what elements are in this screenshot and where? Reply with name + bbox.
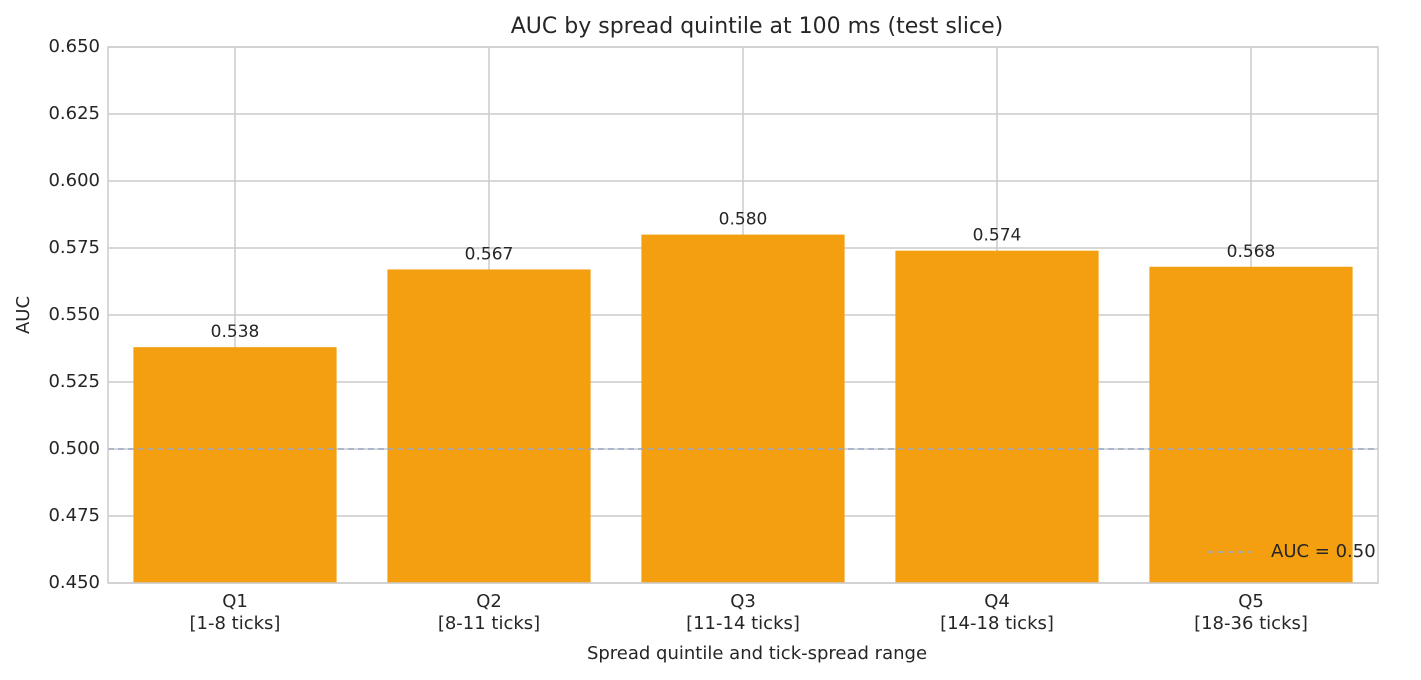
x-tick-label: Q1: [222, 591, 248, 612]
bar: [387, 269, 591, 583]
x-axis-label: Spread quintile and tick-spread range: [587, 643, 927, 664]
x-tick-sublabel: [8-11 ticks]: [438, 613, 540, 634]
x-tick-label: Q4: [984, 591, 1010, 612]
bar: [641, 234, 845, 583]
y-tick-label: 0.575: [48, 237, 100, 258]
x-tick-label: Q2: [476, 591, 502, 612]
y-tick-label: 0.600: [48, 170, 100, 191]
x-tick-sublabel: [1-8 ticks]: [190, 613, 281, 634]
y-axis-label: AUC: [13, 296, 34, 334]
y-tick-label: 0.550: [48, 304, 100, 325]
plot-frame: [107, 46, 1379, 584]
legend-label: AUC = 0.50: [1271, 541, 1376, 562]
y-tick-label: 0.525: [48, 371, 100, 392]
x-tick-sublabel: [14-18 ticks]: [940, 613, 1054, 634]
y-tick-label: 0.625: [48, 103, 100, 124]
bar: [895, 250, 1099, 583]
bar: [1149, 266, 1353, 583]
chart-title: AUC by spread quintile at 100 ms (test s…: [511, 14, 1004, 39]
value-label: 0.580: [719, 210, 768, 230]
x-tick-label: Q5: [1238, 591, 1264, 612]
value-label: 0.567: [465, 244, 514, 264]
x-tick-label: Q3: [730, 591, 756, 612]
value-label: 0.568: [1227, 242, 1276, 262]
x-tick-sublabel: [11-14 ticks]: [686, 613, 800, 634]
y-tick-label: 0.650: [48, 36, 100, 57]
x-tick-sublabel: [18-36 ticks]: [1194, 613, 1308, 634]
bar: [133, 347, 337, 583]
value-label: 0.574: [973, 226, 1022, 246]
y-tick-label: 0.475: [48, 505, 100, 526]
y-tick-label: 0.500: [48, 438, 100, 459]
y-tick-label: 0.450: [48, 572, 100, 593]
value-label: 0.538: [211, 322, 260, 342]
